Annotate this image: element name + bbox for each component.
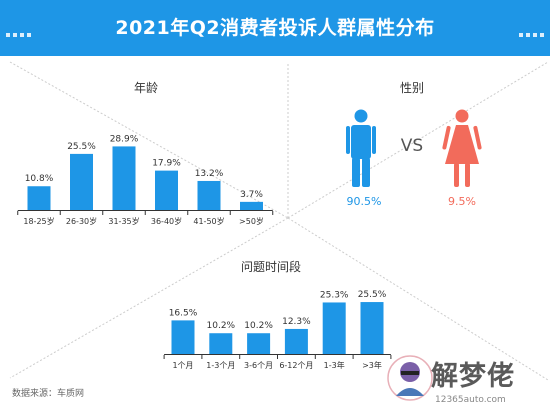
watermark-url: 12365auto.com (435, 395, 506, 405)
data-label: 25.5% (358, 290, 387, 300)
tick-label: >50岁 (239, 216, 264, 226)
watermark-emblem-body (396, 388, 424, 396)
data-label: 13.2% (195, 169, 224, 179)
bar (240, 201, 263, 210)
female-person-icon (442, 109, 482, 187)
tick-label: 3-6个月 (244, 361, 273, 370)
bar (197, 180, 221, 210)
gender-title: 性别 (400, 81, 424, 95)
page-title: 2021年Q2消费者投诉人群属性分布 (115, 17, 435, 39)
data-label: 16.5% (169, 308, 198, 318)
data-label: 25.5% (67, 142, 96, 152)
tick-label: >3年 (362, 360, 382, 370)
data-label: 12.3% (282, 317, 311, 327)
tick-label: 1-3个月 (206, 361, 235, 370)
bar (209, 333, 233, 354)
tick-label: 41-50岁 (193, 216, 224, 226)
header-dots-right (519, 22, 547, 41)
bar (155, 170, 178, 210)
data-label: 17.9% (152, 159, 181, 169)
male-percentage: 90.5% (347, 195, 382, 208)
watermark-title: 解梦佬 (431, 361, 515, 392)
header-banner: 2021年Q2消费者投诉人群属性分布 (0, 0, 550, 56)
tick-label: 26-30岁 (66, 216, 97, 226)
bar (284, 328, 308, 354)
tick-label: 31-35岁 (108, 216, 139, 226)
bar (112, 146, 136, 210)
versus-label: VS (401, 136, 423, 156)
divider-line-left (9, 61, 289, 219)
female-percentage: 9.5% (448, 195, 476, 208)
data-label: 3.7% (240, 190, 263, 200)
tick-label: 18-25岁 (23, 216, 54, 226)
data-label: 25.3% (320, 290, 349, 300)
age-chart: 10.8% 18-25岁 25.5% 26-30岁 28.9% 31-35岁 17.9% 36… (17, 134, 274, 226)
watermark-emblem-glasses (401, 371, 419, 375)
data-label: 10.8% (25, 174, 54, 184)
tick-label: 1个月 (172, 361, 193, 370)
bar (27, 186, 51, 210)
bar (322, 302, 346, 354)
male-person-icon (346, 109, 376, 187)
tick-label: 36-40岁 (151, 216, 182, 226)
bar (70, 153, 93, 210)
data-label: 10.2% (207, 321, 236, 331)
tick-label: 1-3年 (324, 360, 345, 370)
divider-line-right (287, 61, 549, 219)
period-chart: 16.5% 1个月 10.2% 1-3个月 10.2% 3-6个月 12.3% 6-12个月 2… (163, 290, 392, 370)
bar (247, 333, 271, 354)
bar (171, 320, 195, 354)
watermark: 解梦佬 12365auto.com (382, 340, 550, 414)
bar (360, 302, 384, 354)
header-dots-left (6, 22, 34, 41)
period-chart-title: 问题时间段 (241, 259, 301, 274)
data-label: 28.9% (110, 134, 139, 144)
data-source-note: 数据来源：车质网 (12, 389, 85, 399)
divider-line-lower-left (9, 217, 289, 379)
divider-line-lower-right (287, 217, 549, 381)
gender-panel: 性别 VS 90.5% 9.5% (346, 81, 482, 208)
age-chart-title: 年龄 (134, 81, 158, 95)
tick-label: 6-12个月 (279, 361, 313, 370)
data-label: 10.2% (244, 321, 273, 331)
watermark-emblem (387, 355, 433, 401)
